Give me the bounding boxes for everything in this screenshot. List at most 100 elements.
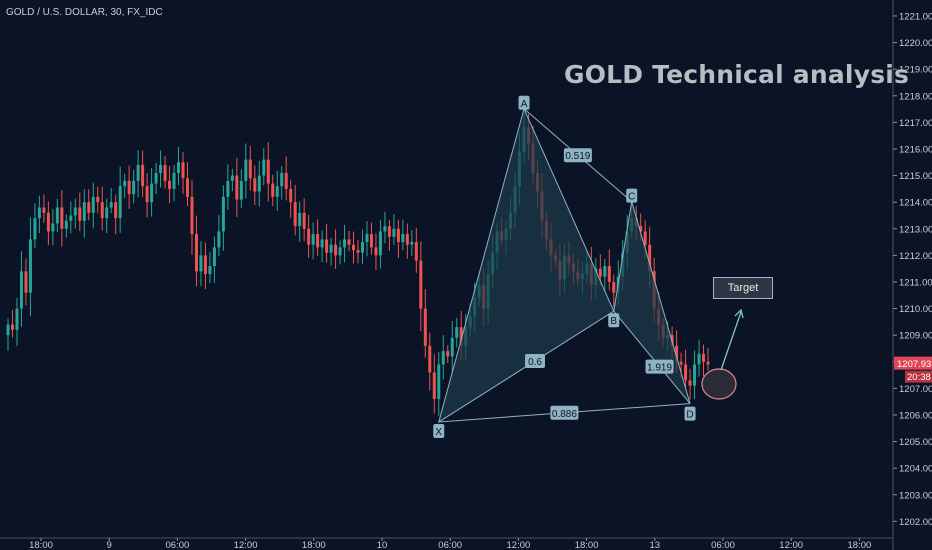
candle xyxy=(684,349,688,389)
candle xyxy=(320,230,324,263)
candle xyxy=(396,219,400,259)
candle-body xyxy=(203,255,207,274)
price-tick-label: 1206.00 xyxy=(899,410,932,421)
candle-body xyxy=(612,281,616,293)
candle-body xyxy=(334,244,338,256)
candle xyxy=(334,229,338,269)
candle xyxy=(51,208,55,246)
candle-body xyxy=(181,162,185,179)
candle xyxy=(19,251,23,327)
candle xyxy=(10,310,14,338)
time-tick-label: 06:00 xyxy=(166,540,190,550)
candle xyxy=(145,172,149,218)
candle-body xyxy=(639,226,643,232)
candle-body xyxy=(109,202,113,208)
harmonic-pattern: X A B C D 0.6 0.519 1.919 0.886 xyxy=(433,95,696,438)
candle xyxy=(91,182,95,229)
candle-body xyxy=(221,196,225,232)
candle-body xyxy=(338,247,342,256)
candle-body xyxy=(280,172,284,187)
candle xyxy=(159,150,163,188)
candle xyxy=(154,162,158,195)
candle-body xyxy=(226,180,230,197)
last-price-value: 1207.93 xyxy=(897,359,931,370)
countdown-value: 20:38 xyxy=(907,372,931,383)
candle xyxy=(347,230,351,252)
ratio-xad-label: 0.886 xyxy=(550,405,579,420)
candle xyxy=(239,169,243,208)
candle-body xyxy=(459,327,463,346)
candle-body xyxy=(230,175,234,181)
candle-body xyxy=(46,212,50,232)
candle xyxy=(374,233,378,271)
candle-body xyxy=(6,324,10,336)
price-tick-label: 1215.00 xyxy=(899,171,932,182)
price-tick-label: 1212.00 xyxy=(899,251,932,262)
candle xyxy=(96,186,100,214)
candle-body xyxy=(127,180,131,195)
analysis-headline: GOLD Technical analysis xyxy=(564,60,910,89)
label-text: 0.6 xyxy=(528,357,542,368)
candle-body xyxy=(217,231,221,248)
candle-body xyxy=(284,172,288,189)
point-x-label: X xyxy=(433,423,445,438)
candle-body xyxy=(19,271,23,309)
symbol-title: GOLD / U.S. DOLLAR, 30, FX_IDC xyxy=(6,7,163,18)
label-bg xyxy=(608,313,620,328)
price-tick-label: 1203.00 xyxy=(899,490,932,501)
candle-body xyxy=(159,164,163,173)
candle xyxy=(253,165,257,205)
candle-body xyxy=(136,164,140,181)
candle xyxy=(432,354,436,414)
candle xyxy=(343,224,347,263)
candle-body xyxy=(100,202,104,219)
candle-body xyxy=(446,351,450,357)
time-tick-label: 13 xyxy=(650,540,661,550)
candle-body xyxy=(60,207,64,229)
time-tick-label: 12:00 xyxy=(234,540,258,550)
candle xyxy=(603,259,607,293)
candle-body xyxy=(55,207,59,224)
candle xyxy=(423,289,427,358)
candle xyxy=(311,222,315,260)
candle xyxy=(293,184,297,236)
candle-body xyxy=(42,207,46,213)
candle-body xyxy=(123,180,127,187)
candle-body xyxy=(114,202,118,219)
candle-body xyxy=(190,196,194,235)
candle xyxy=(455,317,459,348)
candle xyxy=(172,165,176,202)
candle xyxy=(325,223,329,263)
candle xyxy=(298,201,302,242)
candle-body xyxy=(37,207,41,219)
candle-body xyxy=(248,159,252,179)
price-tick-label: 1213.00 xyxy=(899,224,932,235)
candle xyxy=(208,252,212,284)
candle-body xyxy=(145,186,149,203)
candle xyxy=(450,321,454,374)
candle-body xyxy=(257,175,261,192)
candle-body xyxy=(163,164,167,181)
ratio-bcd-label: 1.919 xyxy=(645,359,674,374)
label-text: 1.919 xyxy=(647,363,672,374)
candle xyxy=(64,214,68,238)
label-bg xyxy=(645,359,674,374)
candle-body xyxy=(352,244,356,251)
candle xyxy=(203,242,207,290)
candle-body xyxy=(64,220,68,229)
price-tick-label: 1211.00 xyxy=(899,277,932,288)
candle-body xyxy=(302,212,306,229)
candle xyxy=(329,238,333,266)
candle-body xyxy=(684,364,688,381)
candle xyxy=(123,173,127,199)
candle xyxy=(262,148,266,186)
label-bg xyxy=(433,423,445,438)
candle-body xyxy=(365,234,369,243)
candle xyxy=(356,239,360,264)
candle xyxy=(378,220,382,269)
candle-body xyxy=(307,228,311,245)
candle-body xyxy=(244,159,248,181)
candle xyxy=(230,168,234,192)
candle xyxy=(302,198,306,242)
